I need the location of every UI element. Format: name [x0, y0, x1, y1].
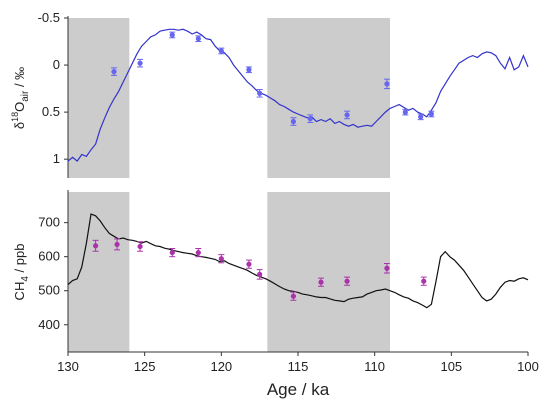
y-tick-label: 500: [38, 283, 60, 298]
panel-d18o-air: -0.5 0 0.5 1 δ18Oair / ‰: [10, 10, 529, 178]
data-point: [169, 32, 175, 38]
x-tick-label: 100: [517, 359, 539, 374]
data-point: [402, 109, 408, 115]
shaded-interval-1: [267, 192, 390, 352]
x-axis-title: Age / ka: [267, 380, 330, 399]
data-point: [257, 271, 263, 277]
data-point: [195, 36, 201, 42]
x-tick-label: 120: [210, 359, 232, 374]
x-tick-label: 115: [288, 359, 309, 374]
data-point: [257, 90, 263, 96]
data-point: [384, 265, 390, 271]
y-axis-title: δ18Oair / ‰: [10, 67, 31, 129]
data-point: [307, 116, 313, 122]
data-point: [246, 261, 252, 267]
shaded-interval-1: [267, 18, 390, 178]
data-point: [384, 81, 390, 87]
ylabel-sub: air: [20, 90, 31, 102]
shaded-interval-0: [68, 18, 130, 178]
data-point: [218, 48, 224, 54]
ylabel-unit: / ppb: [12, 244, 27, 277]
y-tick-label: -0.5: [38, 10, 60, 25]
y-tick-label: 700: [38, 215, 60, 230]
ylabel-unit: / ‰: [12, 67, 27, 91]
y-tick-label: 0: [53, 57, 60, 72]
ylabel-main: O: [12, 102, 27, 112]
data-point: [344, 278, 350, 284]
data-point: [344, 112, 350, 118]
x-tick-label: 110: [364, 359, 385, 374]
ylabel-base: δ: [12, 122, 27, 129]
data-point: [428, 111, 434, 117]
y-tick-label: 1: [53, 151, 60, 166]
x-tick-label: 105: [440, 359, 462, 374]
y-tick-label: 600: [38, 249, 60, 264]
y-axis-title: CH4 / ppb: [12, 244, 31, 301]
ylabel-sup: 18: [10, 112, 20, 122]
y-tick-label: 400: [38, 317, 60, 332]
data-point: [169, 249, 175, 256]
data-point: [218, 256, 224, 262]
data-point: [418, 114, 424, 120]
y-tick-label: 0.5: [42, 104, 60, 119]
series-line: [67, 213, 529, 309]
data-point: [318, 279, 324, 285]
data-point: [114, 241, 120, 248]
data-point: [93, 243, 99, 249]
x-tick-label: 125: [134, 359, 156, 374]
data-point: [137, 243, 143, 250]
x-tick-label: 130: [57, 359, 79, 374]
shaded-interval-0: [68, 192, 130, 352]
data-point: [195, 249, 201, 256]
data-point: [290, 118, 296, 125]
data-point: [290, 293, 296, 299]
ylabel-sub: 4: [20, 276, 31, 282]
data-point: [421, 278, 427, 284]
data-point: [246, 67, 252, 73]
series-line: [67, 28, 529, 162]
data-point: [111, 69, 117, 75]
ylabel-main: CH: [12, 282, 27, 301]
data-point: [137, 60, 143, 66]
panel-ch4: 400 500 600 700 130 125 120 115 110 105 100 Age / k…: [12, 190, 539, 399]
